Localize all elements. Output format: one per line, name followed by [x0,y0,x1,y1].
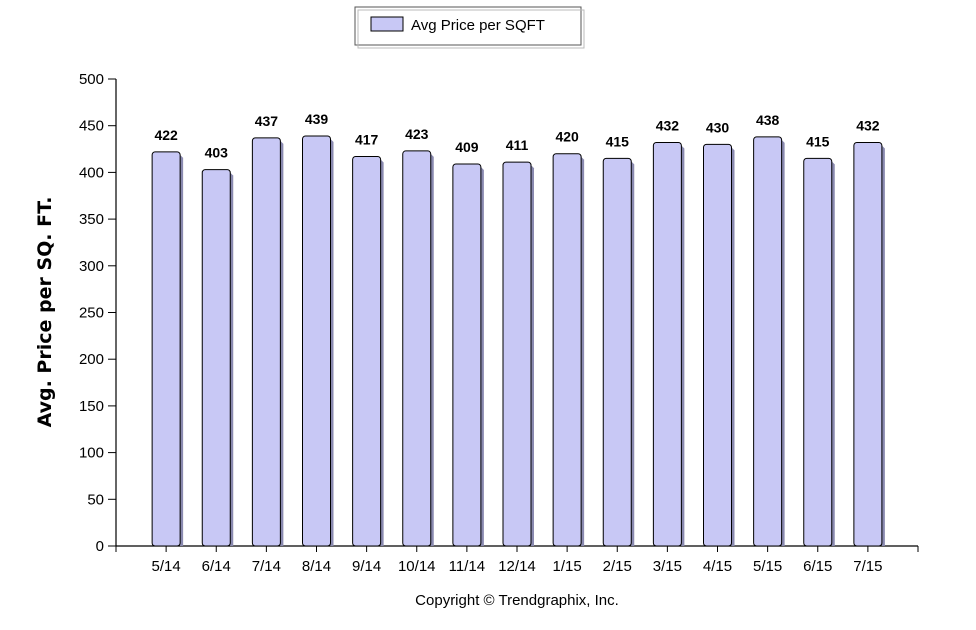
bar-5/15 [753,136,785,547]
bar-shade [831,161,835,546]
bar [251,137,281,547]
bar-shade [731,147,735,546]
bar-shade [180,154,184,547]
x-tick-label: 4/15 [703,558,732,575]
x-tick-label: 3/15 [653,558,682,575]
y-axis-label: Avg. Price per SQ. FT. [34,197,56,428]
y-tick-label: 50 [87,491,104,508]
y-tick-label: 200 [79,351,104,368]
data-label: 432 [656,118,680,134]
bar-4/15 [703,143,735,547]
x-tick-label: 6/15 [803,558,832,575]
y-tick-label: 450 [79,118,104,135]
y-tick-label: 0 [96,538,104,555]
bar-shade [430,153,434,546]
bar-shade [230,172,234,546]
legend-swatch [370,16,404,32]
x-tick-label: 2/15 [603,558,632,575]
bar [552,153,582,547]
bar [452,163,482,547]
bar-1/15 [552,153,585,547]
data-label: 411 [506,137,529,153]
bar-7/14 [251,137,284,547]
data-label: 438 [756,112,780,128]
x-tick-label: 12/14 [498,558,536,575]
y-tick-label: 150 [79,398,104,415]
data-label: 422 [154,127,178,143]
bar-11/14 [452,163,484,547]
x-tick-label: 8/14 [302,558,331,575]
x-axis: 5/14 6/14 7/14 8/14 9/14 10/14 11/14 12/14 1/15 2… [115,545,919,575]
bar [853,142,883,547]
bar-shade [581,156,585,546]
data-label: 423 [405,126,429,142]
bar-6/14 [201,169,234,547]
y-tick-label: 500 [79,71,104,88]
bar [302,135,331,547]
bar-8/14 [302,135,334,547]
y-tick-label: 100 [79,445,104,462]
bar-shade [280,140,284,547]
x-tick-label: 10/14 [398,558,436,575]
data-label: 403 [205,145,229,161]
legend: Avg Price per SQFT [354,6,585,49]
bar-2/15 [602,157,635,547]
x-tick-label: 5/14 [152,558,181,575]
bar-10/14 [402,150,434,547]
data-label: 415 [606,133,630,149]
bar [652,142,682,547]
bar-shade [681,145,685,546]
bar [753,136,783,547]
bar [402,150,432,547]
bar [201,169,231,547]
x-tick-label: 11/14 [449,558,485,575]
bars [151,135,885,547]
bar-shade [380,159,384,546]
bar-6/15 [803,157,835,547]
data-label: 420 [555,129,579,145]
data-labels: 422 403 437 439 417 423 409 411 420 415 432 430 438 4… [154,111,879,161]
y-tick-label: 250 [79,305,104,322]
bar-shade [881,145,885,546]
legend-label: Avg Price per SQFT [411,17,545,34]
bar [151,151,181,547]
bar-shade [631,161,635,546]
data-label: 409 [455,139,479,155]
bar-7/15 [853,142,885,547]
y-axis: 0 50 100 150 200 250 300 350 400 450 500 [79,71,117,555]
x-tick-label: 7/14 [252,558,281,575]
x-tick-label: 6/14 [202,558,231,575]
y-tick-label: 400 [79,164,104,181]
bar-9/14 [352,156,384,547]
x-tick-label: 1/15 [553,558,582,575]
bar [352,156,382,547]
bar-shade [330,138,334,546]
bar-shade [480,166,484,546]
bar [602,157,632,547]
data-label: 430 [706,119,730,135]
data-label: 437 [255,113,279,129]
data-label: 415 [806,133,830,149]
legend-shadow [357,9,585,49]
bar-12/14 [502,161,534,547]
data-label: 432 [856,118,880,134]
bar [502,161,532,547]
data-label: 417 [355,132,379,148]
y-tick-label: 350 [79,211,104,228]
bar-3/15 [652,142,685,547]
y-tick-label: 300 [79,258,104,275]
bar-shade [531,165,534,546]
bar [703,143,732,547]
bar-shade [781,139,785,546]
bar [803,157,833,547]
x-tick-label: 9/14 [352,558,381,575]
copyright-text: Copyright © Trendgraphix, Inc. [415,592,619,609]
x-tick-label: 5/15 [753,558,782,575]
x-tick-label: 7/15 [853,558,882,575]
data-label: 439 [305,111,329,127]
bar-5/14 [151,151,184,547]
